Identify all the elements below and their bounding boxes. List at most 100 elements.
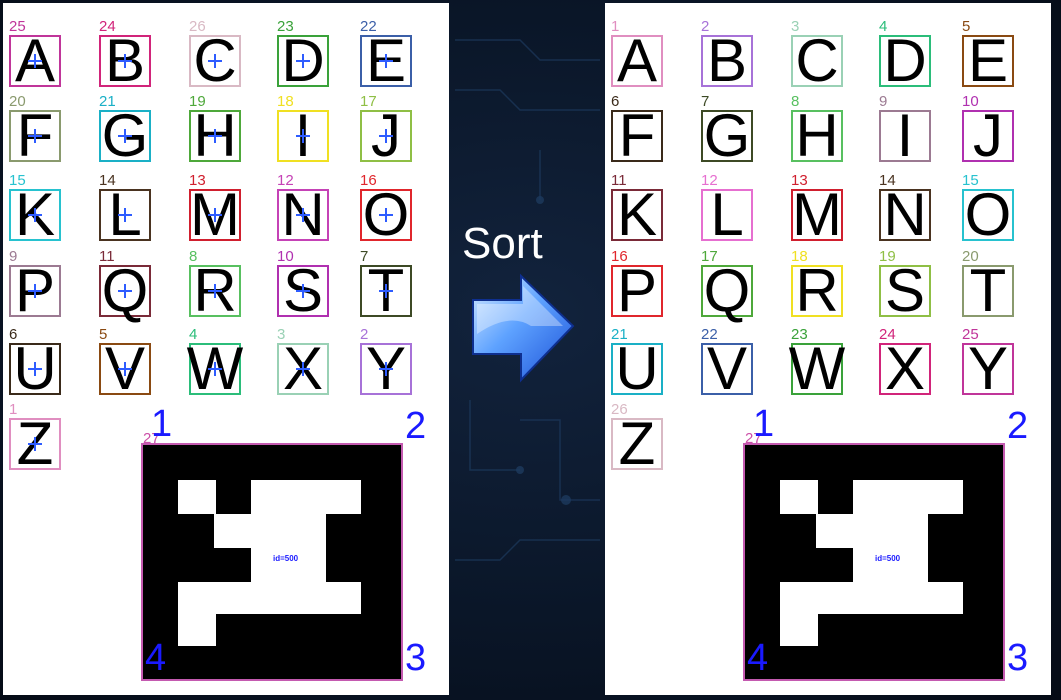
letter-glyph: H	[795, 102, 839, 169]
letter-box-m: M 13	[791, 173, 843, 245]
center-cross-icon	[28, 54, 42, 68]
letter-box-m: M 13	[189, 173, 241, 245]
letter-glyph: W	[788, 335, 846, 402]
contour-index-label: 8	[791, 93, 800, 110]
letter-glyph: B	[706, 27, 748, 94]
letter-glyph: D	[883, 27, 927, 94]
contour-index-label: 6	[611, 93, 620, 110]
center-cross-icon	[379, 129, 393, 143]
marker-corner-4: 4	[747, 637, 769, 679]
contour-index-label: 13	[791, 172, 808, 189]
marker-contour-label: 27	[143, 430, 160, 447]
center-cross-icon	[118, 54, 132, 68]
contour-index-label: 10	[277, 248, 294, 265]
letter-box-k: K 11	[611, 173, 663, 245]
contour-index-label: 22	[360, 18, 377, 35]
contour-index-label: 17	[701, 248, 718, 265]
letter-box-x: X 24	[879, 327, 931, 399]
letter-glyph: K	[616, 181, 658, 248]
letter-box-g: G 21	[99, 94, 151, 166]
letter-glyph: A	[616, 27, 658, 94]
marker-corner-2: 2	[1007, 405, 1029, 447]
contour-index-label: 13	[189, 172, 206, 189]
contour-index-label: 2	[360, 326, 369, 343]
letter-box-q: Q 11	[99, 249, 151, 321]
contour-index-label: 24	[879, 326, 896, 343]
letter-box-p: P 16	[611, 249, 663, 321]
center-cross-icon	[208, 54, 222, 68]
center-cross-icon	[296, 362, 310, 376]
contour-index-label: 2	[701, 18, 710, 35]
letter-box-o: O 16	[360, 173, 412, 245]
contour-index-label: 26	[189, 18, 206, 35]
contour-index-label: 25	[962, 326, 979, 343]
letter-box-i: I 18	[277, 94, 329, 166]
letter-box-t: T 20	[962, 249, 1014, 321]
marker-cell	[853, 514, 928, 548]
center-cross-icon	[379, 284, 393, 298]
contour-index-label: 4	[189, 326, 198, 343]
contour-index-label: 9	[879, 93, 888, 110]
letter-box-u: U 21	[611, 327, 663, 399]
letter-glyph: C	[795, 27, 839, 94]
marker-cell	[251, 514, 326, 548]
center-cross-icon	[296, 129, 310, 143]
contour-index-label: 14	[879, 172, 896, 189]
letter-box-j: J 10	[962, 94, 1014, 166]
marker-cell	[853, 548, 928, 582]
letter-glyph: Z	[618, 410, 656, 477]
center-cross-icon	[379, 362, 393, 376]
marker-pattern	[141, 443, 403, 681]
marker-pattern	[743, 443, 1005, 681]
sort-label: Sort	[462, 219, 543, 268]
marker-cell	[178, 582, 216, 646]
marker-corner-1: 1	[151, 403, 173, 445]
contour-index-label: 11	[99, 248, 115, 265]
contour-index-label: 20	[9, 93, 26, 110]
center-cross-icon	[379, 208, 393, 222]
contour-index-label: 5	[99, 326, 108, 343]
contour-index-label: 18	[277, 93, 294, 110]
contour-index-label: 7	[360, 248, 369, 265]
marker-contour-label: 27	[745, 430, 762, 447]
letter-glyph: U	[615, 335, 659, 402]
contour-index-label: 14	[99, 172, 116, 189]
letter-glyph: G	[703, 102, 751, 169]
letter-box-r: R 18	[791, 249, 843, 321]
contour-index-label: 15	[962, 172, 979, 189]
letter-glyph: N	[883, 181, 927, 248]
contour-index-label: 22	[701, 326, 718, 343]
contour-index-label: 6	[9, 326, 18, 343]
marker-cell	[178, 480, 216, 514]
contour-index-label: 19	[879, 248, 896, 265]
letter-glyph: V	[706, 335, 748, 402]
contour-index-label: 12	[701, 172, 718, 189]
marker-cell	[780, 582, 818, 646]
letter-box-n: N 14	[879, 173, 931, 245]
letter-glyph: X	[884, 335, 926, 402]
letter-glyph: I	[896, 102, 914, 169]
center-cross-icon	[28, 437, 42, 451]
center-cross-icon	[28, 208, 42, 222]
letter-glyph: R	[795, 257, 839, 324]
letter-glyph: Q	[703, 257, 751, 324]
contour-index-label: 21	[99, 93, 116, 110]
letter-box-j: J 17	[360, 94, 412, 166]
marker-cell	[816, 582, 854, 614]
arrow-right-icon	[472, 273, 575, 383]
letter-box-h: H 19	[189, 94, 241, 166]
marker-cell	[816, 514, 854, 548]
center-cross-icon	[208, 129, 222, 143]
contour-index-label: 1	[9, 401, 18, 418]
contour-index-label: 23	[791, 326, 808, 343]
